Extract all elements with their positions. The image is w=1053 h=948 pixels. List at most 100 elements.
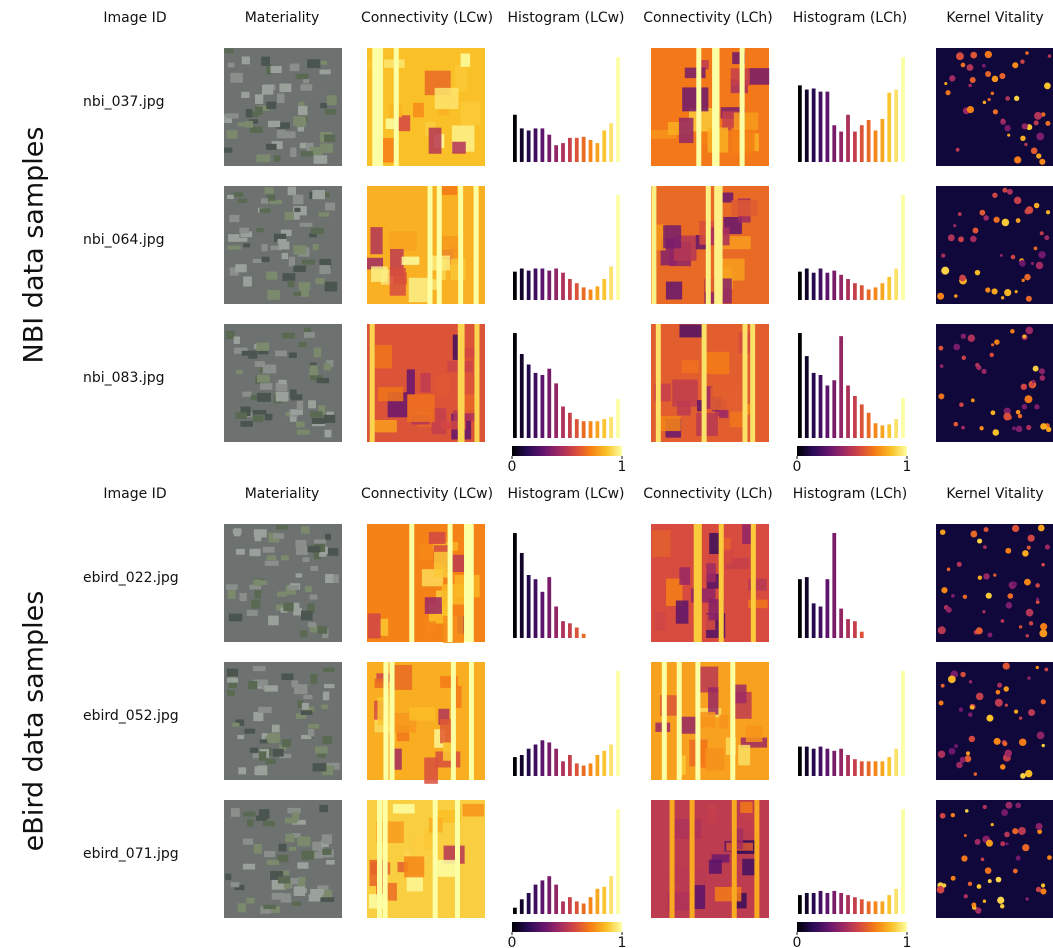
histogram-bar (832, 270, 837, 300)
vitality-spot (990, 823, 994, 827)
histogram-bar (853, 396, 857, 438)
vitality-spot (991, 343, 995, 347)
satellite-block (295, 573, 303, 578)
histogram-bar (859, 125, 864, 162)
histogram-bar (887, 92, 892, 162)
satellite-block (292, 194, 304, 205)
satellite-block (324, 533, 332, 541)
vitality-spot (955, 52, 964, 61)
satellite-block (318, 405, 326, 415)
map-patch (742, 524, 751, 544)
histogram-bar (894, 89, 899, 162)
satellite-block (259, 208, 271, 213)
vitality-spot (1011, 581, 1017, 587)
satellite-block (320, 897, 335, 902)
map-patch (379, 618, 389, 636)
map-patch (699, 741, 708, 769)
vitality-spot (1036, 132, 1045, 141)
satellite-block (278, 241, 290, 250)
satellite-block (267, 290, 280, 300)
vitality-spot (955, 147, 960, 152)
map-patch (681, 360, 699, 374)
satellite-block (290, 409, 303, 415)
satellite-block (279, 744, 287, 751)
map-road (705, 186, 711, 304)
histogram-bar (859, 761, 864, 776)
vitality-spot (950, 875, 956, 881)
connectivity-map (651, 524, 769, 642)
histogram-bar (887, 276, 892, 300)
map-patch (424, 757, 438, 784)
vitality-spot (941, 266, 950, 275)
histogram-bar (581, 136, 586, 162)
map-patch (745, 725, 763, 742)
map-patch (392, 804, 415, 814)
map-patch (656, 224, 666, 251)
histogram-bar (901, 195, 905, 300)
vitality-spot (1033, 246, 1038, 251)
colorbar-tick-label: 1 (618, 459, 627, 475)
vitality-spot (995, 876, 1002, 883)
vitality-spot (974, 269, 981, 276)
histogram-bar (818, 268, 823, 300)
map-patch (699, 59, 709, 70)
histogram-bar (513, 757, 517, 776)
satellite-block (234, 347, 248, 354)
satellite-block (233, 192, 244, 198)
map-road (450, 662, 456, 780)
satellite-block (316, 377, 329, 384)
vitality-spot (1035, 600, 1040, 605)
histogram-bar (894, 419, 899, 438)
histogram-bar (602, 886, 607, 914)
vitality-spot (1012, 828, 1019, 835)
histogram-bar (811, 748, 816, 776)
satellite-block (227, 590, 236, 599)
satellite-block (257, 392, 271, 402)
map-road (651, 186, 657, 304)
map-road (464, 524, 470, 642)
vitality-spot (984, 50, 992, 59)
vitality-spot (1019, 260, 1026, 267)
map-patch (693, 885, 706, 909)
satellite-block (325, 860, 335, 865)
map-patch (464, 394, 478, 414)
satellite-block (321, 704, 329, 709)
column-header: Image ID (103, 10, 166, 26)
vitality-spot (1025, 295, 1032, 302)
map-patch (450, 258, 466, 280)
vitality-spot (1037, 524, 1045, 532)
vitality-spot (970, 235, 977, 243)
satellite-block (323, 414, 336, 423)
colorbar-tick-label: 1 (903, 935, 912, 948)
satellite-block (297, 699, 304, 708)
map-road (454, 800, 460, 918)
histogram-bar (901, 57, 905, 162)
vitality-spot (994, 698, 1003, 707)
vitality-spot (1040, 883, 1046, 888)
map-patch (748, 578, 767, 591)
satellite-block (230, 808, 240, 817)
vitality-spot (992, 109, 999, 115)
map-patch (434, 551, 450, 578)
vitality-spot (1026, 545, 1031, 550)
histogram-bar (804, 356, 809, 438)
satellite-block (299, 142, 307, 149)
histogram-bar (818, 606, 823, 638)
satellite-block (235, 412, 247, 420)
vitality-spot (1010, 254, 1016, 260)
satellite-block (257, 765, 268, 776)
map-road (661, 662, 667, 780)
vitality-spot (956, 561, 962, 567)
satellite-block (229, 214, 240, 223)
column-header: Connectivity (LCw) (361, 486, 493, 502)
map-road (389, 662, 395, 780)
map-patch (454, 64, 468, 92)
vitality-spot (1010, 329, 1015, 334)
vitality-spot (999, 253, 1003, 257)
satellite-block (258, 751, 267, 761)
histogram-bar (595, 888, 600, 914)
histogram-bar (825, 91, 830, 162)
satellite-block (310, 565, 318, 571)
vitality-spot (1015, 855, 1021, 861)
satellite-block (289, 602, 300, 611)
